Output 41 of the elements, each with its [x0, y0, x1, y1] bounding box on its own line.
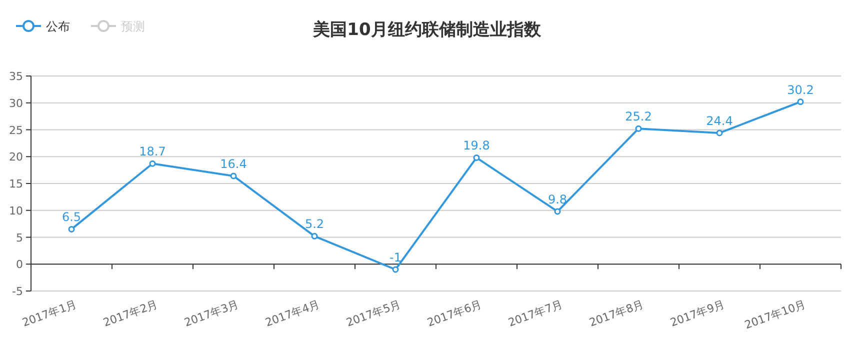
x-tick-label: 2017年3月: [182, 298, 241, 330]
x-tick-label: 2017年9月: [668, 298, 727, 330]
legend-label: 公布: [46, 20, 70, 34]
point: [797, 98, 804, 106]
x-tick-label: 2017年7月: [506, 298, 565, 330]
data-label: 24.4: [706, 114, 733, 128]
y-tick-label: 20: [9, 150, 23, 164]
y-tick-label: 5: [16, 231, 23, 244]
data-label: 18.7: [139, 144, 166, 159]
point: [392, 266, 399, 273]
x-tick-label: 2017年6月: [426, 298, 484, 330]
y-tick-label: 0: [16, 258, 23, 272]
y-tick-label: 25: [9, 124, 23, 137]
data-label: 19.8: [463, 138, 490, 153]
x-tick-label: 2017年10月: [742, 298, 808, 332]
x-tick-label: 2017年8月: [588, 298, 646, 330]
data-label: 16.4: [220, 156, 247, 171]
x-tick-label: 2017年5月: [344, 298, 403, 330]
y-tick-label: -5: [12, 285, 23, 298]
data-label: 30.2: [787, 82, 814, 97]
data-label: 25.2: [625, 110, 652, 124]
y-tick-label: 35: [9, 70, 23, 83]
point: [473, 154, 480, 161]
chart-title: 美国10月纽约联储制造业指数: [312, 20, 542, 40]
data-label: -1: [390, 250, 402, 264]
point: [68, 226, 75, 232]
point: [716, 130, 723, 136]
x-tick-label: 2017年2月: [102, 298, 160, 330]
point: [635, 125, 642, 132]
y-tick-label: 15: [9, 178, 23, 190]
point: [554, 208, 561, 215]
data-label: 6.5: [62, 210, 82, 224]
point: [230, 172, 237, 180]
point: [311, 232, 318, 240]
y-tick-label: 30: [9, 96, 23, 110]
x-tick-label: 2017年1月: [20, 298, 79, 330]
y-tick-label: 10: [9, 204, 23, 218]
data-label: 5.2: [304, 217, 324, 232]
data-label: 9.8: [548, 192, 568, 206]
x-tick-label: 2017年4月: [264, 298, 322, 330]
point: [149, 160, 156, 167]
